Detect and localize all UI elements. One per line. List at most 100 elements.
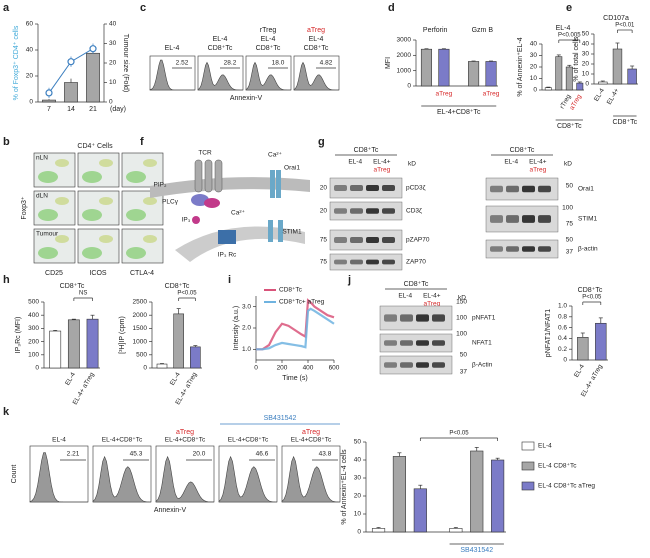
blot-band — [334, 259, 347, 265]
line — [256, 298, 335, 351]
x-tick-label: 21 — [89, 106, 97, 113]
kd-unit: kD — [408, 161, 416, 168]
kd-unit: kD — [564, 161, 572, 168]
kd-label: 20 — [320, 208, 328, 215]
kd-label: 37 — [460, 369, 468, 376]
point — [45, 89, 53, 97]
tick-label: 1.0 — [558, 303, 567, 310]
dot-cloud — [38, 171, 58, 183]
tick-label: 200 — [28, 338, 39, 345]
bar — [49, 330, 62, 369]
chart-title: CD8⁺Tc — [165, 283, 190, 290]
x-tick-label: 7 — [47, 106, 51, 113]
bar — [67, 319, 80, 369]
dot-plot — [77, 190, 120, 226]
tick-label: 20 — [354, 493, 362, 500]
bar — [555, 56, 563, 91]
y-axis-label: % of Annexin⁺EL-4 cells — [341, 449, 348, 525]
legend-label: CD8⁺Tc+ aTreg — [279, 299, 325, 306]
panel-letter: h — [3, 274, 10, 286]
dot-cloud — [38, 209, 58, 221]
x-tick-label: EL-4 — [169, 371, 182, 387]
kd-label: 100 — [562, 205, 573, 212]
ip3 — [192, 216, 200, 224]
tick-label: 200 — [277, 365, 288, 372]
tick-label: 0.2 — [558, 346, 567, 353]
blot-band — [366, 208, 379, 214]
annotation: P<0.01 — [615, 23, 635, 29]
tick-label: 0.4 — [558, 335, 567, 342]
lane-label: aTreg — [373, 167, 390, 174]
dot-cloud — [143, 197, 157, 205]
tick-label: 0 — [585, 81, 589, 88]
bar — [413, 488, 427, 533]
bar — [420, 48, 433, 87]
receptor — [194, 159, 203, 193]
diagram-label: IP₃ Rc — [218, 252, 237, 259]
panel-letter: c — [140, 2, 146, 14]
histogram — [149, 59, 195, 91]
gate-value: 45.3 — [130, 451, 143, 458]
blot-band — [522, 246, 535, 252]
lane-label: EL-4+ — [423, 293, 441, 300]
bar — [392, 456, 407, 533]
tick-label: 10 — [582, 71, 590, 78]
dot-cloud — [143, 159, 157, 167]
y-axis-label: % of total cells — [573, 36, 580, 82]
blot-band — [382, 185, 395, 191]
hist-label: CD8⁺Tc — [208, 45, 233, 52]
tick-label: 0 — [143, 365, 147, 372]
x-tick-label: EL-4+ — [606, 87, 621, 106]
blot-band — [522, 185, 535, 193]
blot-band — [538, 215, 551, 223]
tick-label: 3000 — [397, 37, 412, 44]
blot-band — [490, 215, 503, 223]
dot-cloud — [99, 197, 113, 205]
hist-label: EL-4 — [309, 36, 324, 43]
lane-label: aTreg — [529, 167, 546, 174]
gate-value: 2.52 — [176, 60, 189, 67]
tick-label: 40 — [530, 41, 538, 48]
blot-band — [400, 314, 413, 322]
tick-label: 0 — [533, 87, 537, 94]
tick-label: 0.8 — [558, 314, 567, 321]
x-axis-label: (day) — [110, 106, 126, 113]
blot-band — [334, 208, 347, 214]
y-axis-label: Count — [11, 465, 18, 484]
bar — [173, 313, 184, 369]
panel-letter: k — [3, 406, 10, 418]
blot-band — [350, 208, 363, 214]
bar — [86, 318, 99, 369]
gate-value: 20.0 — [193, 451, 206, 458]
kd-label: 75 — [320, 259, 328, 266]
tick-label: 0 — [109, 99, 113, 106]
panel-letter: j — [347, 274, 351, 286]
histogram — [245, 61, 292, 91]
blot-band — [522, 215, 535, 223]
tick-label: 60 — [26, 21, 34, 28]
diagram-label: Ca²⁺ — [268, 152, 282, 159]
blot-band — [382, 259, 395, 265]
dot-cloud — [55, 235, 69, 243]
histogram — [92, 455, 152, 503]
tick-label: 50 — [582, 31, 590, 38]
gate-value: 46.6 — [256, 451, 269, 458]
tick-label: 40 — [582, 41, 590, 48]
tick-label: 40 — [109, 21, 117, 28]
y2-axis-label: Tumour size (Fold) — [122, 34, 129, 92]
blot-band — [432, 362, 445, 368]
col-label: ICOS — [89, 270, 106, 277]
hist-label: aTreg — [307, 27, 325, 34]
tick-label: 300 — [28, 325, 39, 332]
blot-band — [384, 314, 397, 322]
channel — [276, 170, 281, 198]
x-axis-label: Time (s) — [282, 375, 307, 382]
histogram — [29, 452, 88, 503]
lane-label: EL-4 — [348, 159, 362, 166]
bar — [190, 346, 201, 369]
bar — [576, 82, 584, 91]
bar — [565, 66, 573, 91]
tick-label: 2.0 — [242, 325, 251, 332]
blot-header: CD8⁺Tc — [354, 147, 379, 154]
